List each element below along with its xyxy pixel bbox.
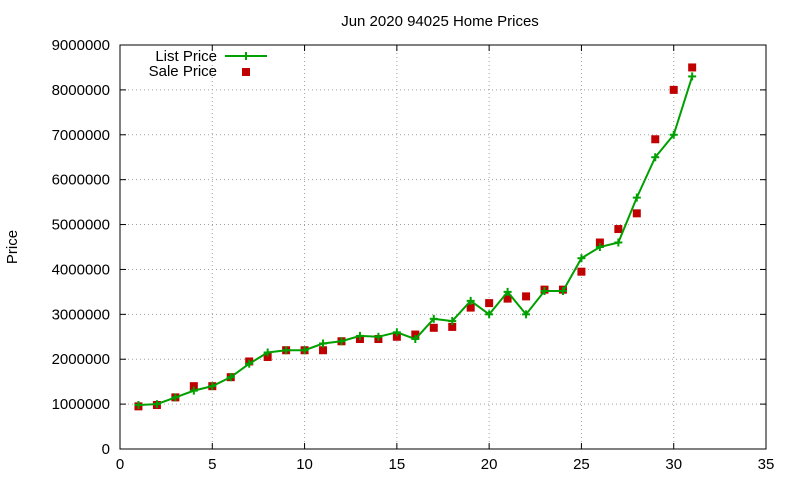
axis-ticks: 0 5 10 15 20 25 30 35 0 1000000 2000000 3000000 4000… — [52, 37, 775, 473]
list-price-point — [300, 346, 309, 355]
legend-label-sale-price: Sale Price — [149, 63, 217, 80]
list-price-point — [595, 243, 604, 251]
y-tick-label: 8000000 — [52, 82, 110, 99]
list-price-point — [171, 393, 180, 402]
list-price-point — [263, 348, 272, 357]
sale-price-point — [319, 346, 328, 355]
sale-price-point — [688, 63, 697, 72]
list-price-point — [522, 310, 531, 319]
list-price-point — [614, 238, 623, 247]
list-price-point — [282, 346, 291, 355]
chart-title: Jun 2020 94025 Home Prices — [341, 13, 539, 30]
sale-price-point — [614, 225, 623, 234]
list-price-point — [540, 286, 549, 295]
series-layer — [134, 63, 697, 411]
sale-price-point — [522, 292, 531, 301]
list-price-point — [577, 254, 586, 263]
sale-price-point — [503, 294, 512, 303]
sale-price-point — [392, 332, 401, 341]
y-tick-label: 2000000 — [52, 351, 110, 368]
list-price-point — [558, 286, 567, 295]
list-price-point — [503, 287, 512, 296]
list-price-point — [152, 400, 161, 409]
y-tick-label: 3000000 — [52, 306, 110, 323]
list-price-point — [337, 337, 346, 346]
list-price-point — [669, 130, 678, 139]
sale-price-point — [632, 209, 641, 218]
y-tick-label: 1000000 — [52, 396, 110, 413]
sale-price-point — [485, 299, 494, 308]
x-tick-label: 5 — [208, 456, 216, 473]
sale-price-point — [448, 322, 457, 331]
y-tick-label: 0 — [102, 441, 110, 458]
list-price-point — [485, 310, 494, 319]
sale-price-point — [466, 303, 475, 312]
x-tick-label: 10 — [296, 456, 313, 473]
x-tick-label: 25 — [573, 456, 590, 473]
list-price-line — [138, 76, 694, 407]
x-tick-label: 20 — [481, 456, 498, 473]
grid-lines — [120, 45, 766, 449]
y-tick-label: 6000000 — [52, 172, 110, 189]
list-price-point — [319, 339, 328, 348]
list-price-point — [688, 72, 697, 81]
list-price-point — [411, 335, 420, 344]
legend-label-list-price: List Price — [155, 48, 217, 65]
list-price-point — [466, 296, 475, 305]
y-tick-label: 7000000 — [52, 127, 110, 144]
list-price-point — [355, 331, 364, 340]
list-price-point — [208, 382, 217, 391]
list-price-series — [134, 72, 697, 410]
list-price-point — [374, 332, 383, 341]
list-price-point — [226, 373, 235, 382]
y-tick-label: 9000000 — [52, 37, 110, 54]
y-axis-label: Price — [4, 230, 21, 264]
y-tick-label: 5000000 — [52, 217, 110, 234]
legend-marker-list-price — [242, 52, 250, 60]
x-tick-label: 15 — [389, 456, 406, 473]
list-price-point — [429, 314, 438, 323]
x-tick-label: 30 — [665, 456, 682, 473]
x-tick-label: 0 — [116, 456, 124, 473]
sale-price-point — [595, 238, 604, 247]
list-price-point — [651, 153, 660, 162]
plot-frame — [119, 44, 767, 450]
list-price-point — [189, 386, 198, 395]
sale-price-point — [189, 382, 198, 391]
list-price-point — [448, 317, 457, 326]
sale-price-point — [411, 330, 420, 339]
list-price-point — [134, 401, 143, 410]
sale-price-point — [429, 323, 438, 332]
list-price-point — [392, 328, 401, 337]
sale-price-series — [134, 63, 697, 411]
sale-price-point — [577, 267, 586, 276]
sale-price-point — [669, 85, 678, 94]
x-tick-label: 35 — [758, 456, 775, 473]
y-tick-label: 4000000 — [52, 261, 110, 278]
list-price-point — [632, 193, 641, 202]
list-price-point — [245, 359, 254, 368]
sale-price-point — [651, 135, 660, 144]
legend-marker-sale-price — [242, 68, 250, 76]
sale-price-point — [263, 352, 272, 361]
